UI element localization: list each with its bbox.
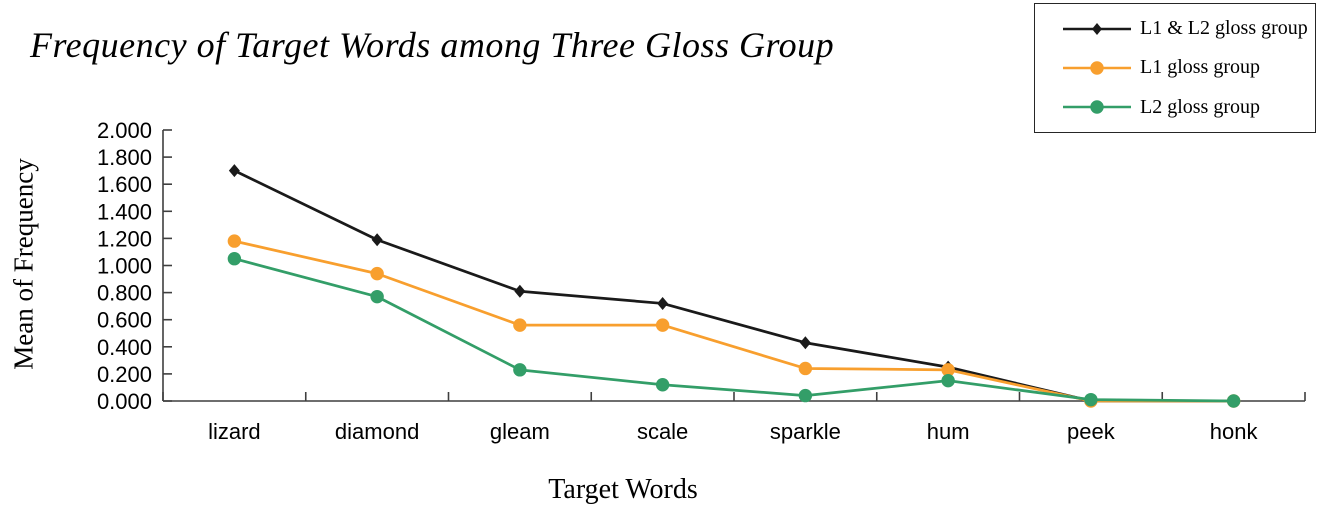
data-point-marker-circle [1226, 394, 1241, 408]
data-point-marker-circle [370, 266, 384, 281]
data-point-marker-circle [227, 234, 242, 248]
data-point-marker-circle [655, 318, 670, 332]
legend-diamond-marker-icon [1063, 22, 1131, 35]
data-point-marker-circle [941, 363, 955, 377]
legend-item-l2-gloss-group: L2 gloss group [1063, 96, 1311, 119]
y-tick-label: 1.800 [97, 145, 152, 170]
legend-label: L2 gloss group [1140, 95, 1260, 118]
y-tick-label: 0.800 [97, 281, 152, 306]
y-tick-label: 0.000 [97, 389, 152, 414]
y-tick-label: 0.600 [97, 308, 152, 333]
x-category-label-gleam: gleam [490, 419, 550, 444]
data-point-marker-diamond [228, 164, 240, 178]
series-line [234, 257, 1234, 403]
chart-title: Frequency of Target Words among Three Gl… [30, 25, 835, 65]
y-tick-label: 1.600 [97, 172, 152, 197]
series-l1-gloss-group [227, 234, 1241, 408]
data-point-marker-circle [655, 378, 670, 392]
y-tick-label: 0.400 [97, 335, 152, 360]
x-ticks: lizard diamond gleam scale sparkle hum peek hon… [162, 392, 1306, 444]
legend-item-l1-gloss-group: L1 gloss group [1063, 56, 1311, 79]
y-tick-label: 2.000 [97, 118, 152, 143]
y-tick-label: 0.200 [97, 362, 152, 387]
data-point-marker-diamond [799, 336, 811, 350]
series-line [233, 169, 1234, 403]
x-category-label-peek: peek [1067, 419, 1116, 444]
x-category-label-sparkle: sparkle [770, 419, 841, 444]
legend-circle-marker-icon [1063, 100, 1131, 115]
legend-label: L1 gloss group [1140, 56, 1260, 79]
x-category-label-diamond: diamond [335, 419, 419, 444]
legend-circle-marker-icon [1063, 61, 1131, 75]
x-category-label-scale: scale [637, 419, 688, 444]
legend-item-l1-l2-gloss-group: L1 & L2 gloss group [1063, 17, 1311, 40]
data-point-marker-diamond [514, 284, 526, 298]
x-category-label-lizard: lizard [208, 419, 261, 444]
x-category-label-honk: honk [1210, 419, 1259, 444]
x-axis-title: Target Words [548, 474, 698, 505]
legend-marker [1092, 22, 1102, 35]
legend: L1 & L2 gloss group L1 gloss group L2 glos… [1034, 3, 1316, 133]
legend-label: L1 & L2 gloss group [1140, 17, 1308, 40]
data-point-marker-diamond [371, 233, 383, 247]
data-point-marker-diamond [657, 296, 669, 310]
y-tick-label: 1.000 [97, 254, 152, 279]
data-point-marker-circle [1084, 392, 1098, 407]
series-l1-l2-gloss-group [228, 164, 1240, 408]
data-point-marker-circle [941, 373, 955, 388]
y-tick-label: 1.400 [97, 199, 152, 224]
data-point-marker-circle [227, 252, 242, 266]
data-point-marker-circle [513, 363, 527, 377]
y-tick-label: 1.200 [97, 226, 152, 251]
x-category-label-hum: hum [927, 419, 970, 444]
data-point-marker-circle [370, 289, 384, 304]
axes [162, 130, 1305, 402]
series-l2-gloss-group [227, 252, 1241, 408]
legend-marker [1090, 61, 1104, 75]
legend-marker [1090, 100, 1104, 115]
data-point-marker-circle [798, 388, 813, 403]
data-point-marker-circle [798, 361, 813, 376]
series-line [234, 239, 1234, 403]
data-point-marker-circle [513, 318, 527, 332]
